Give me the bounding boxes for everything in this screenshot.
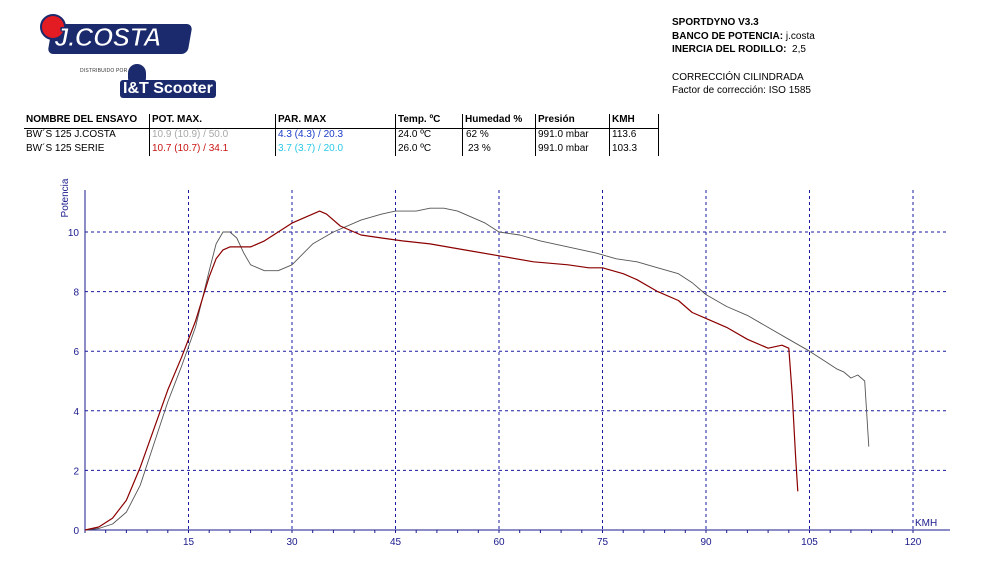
- table-header-row: NOMBRE DEL ENSAYO POT. MAX. PAR. MAX Tem…: [24, 114, 659, 129]
- x-tick-label: 45: [390, 537, 402, 548]
- table-row: BW´S 125 J.COSTA 10.9 (10.9) / 50.0 4.3 …: [24, 129, 659, 143]
- row-pres: 991.0 mbar: [538, 129, 589, 140]
- row-kmh: 113.6: [612, 129, 637, 140]
- table-divider: [395, 114, 396, 156]
- chart-series: [84, 207, 870, 531]
- y-tick-label: 2: [73, 466, 79, 477]
- logo-emblem-icon: [40, 14, 66, 40]
- row-par: 4.3 (4.3) / 20.3: [278, 129, 344, 140]
- col-header-kmh: KMH: [612, 114, 635, 125]
- y-tick-label: 10: [68, 228, 80, 239]
- x-tick-label: 75: [597, 537, 609, 548]
- col-header-pres: Presión: [538, 114, 575, 125]
- x-tick-label: 60: [493, 537, 505, 548]
- row-temp: 26.0 ºC: [398, 143, 432, 154]
- col-header-pot: POT. MAX.: [152, 114, 203, 125]
- series-line-1: [84, 207, 870, 531]
- row-temp: 24.0 ºC: [398, 129, 432, 140]
- col-header-name: NOMBRE DEL ENSAYO: [26, 114, 138, 125]
- correction-title: CORRECCIÓN CILINDRADA: [672, 71, 804, 83]
- x-axis-label: KMH: [915, 518, 937, 529]
- y-tick-label: 6: [73, 347, 79, 358]
- scooter-rider-icon: [128, 64, 146, 82]
- row-par: 3.7 (3.7) / 20.0: [278, 143, 344, 154]
- correction-factor: Factor de corrección: ISO 1585: [672, 85, 811, 96]
- x-tick-label: 15: [183, 537, 195, 548]
- table-divider: [275, 114, 276, 156]
- row-pot: 10.9 (10.9) / 50.0: [152, 129, 229, 140]
- table-divider: [535, 114, 536, 156]
- distributor-label: DISTRIBUIDO POR: [80, 68, 128, 74]
- dyno-info: SPORTDYNO V3.3 BANCO DE POTENCIA: j.cost…: [672, 16, 815, 98]
- y-tick-label: 8: [73, 288, 79, 299]
- y-tick-label: 4: [73, 407, 79, 418]
- brand-name: J.COSTA: [53, 22, 162, 53]
- table-divider: [609, 114, 610, 156]
- y-axis-label: Potencia: [60, 178, 71, 217]
- col-header-par: PAR. MAX: [278, 114, 327, 125]
- col-header-hum: Humedad %: [465, 114, 523, 125]
- row-name: BW´S 125 SERIE: [26, 143, 105, 154]
- inertia-label: INERCIA DEL RODILLO:: [672, 44, 787, 55]
- x-tick-label: 30: [286, 537, 298, 548]
- row-name: BW´S 125 J.COSTA: [26, 129, 116, 140]
- bench-label: BANCO DE POTENCIA:: [672, 30, 784, 42]
- y-tick-label: 0: [73, 526, 79, 537]
- row-pot: 10.7 (10.7) / 34.1: [152, 143, 229, 154]
- row-kmh: 103.3: [612, 143, 638, 154]
- table-divider: [658, 114, 659, 156]
- distributor-logo: I&T Scooter: [120, 80, 216, 98]
- results-table: NOMBRE DEL ENSAYO POT. MAX. PAR. MAX Tem…: [24, 114, 659, 157]
- x-tick-label: 90: [700, 537, 712, 548]
- row-pres: 991.0 mbar: [538, 143, 589, 154]
- series-line-2: [84, 210, 799, 531]
- table-divider: [462, 114, 463, 156]
- row-hum: 62 %: [466, 129, 489, 140]
- table-row: BW´S 125 SERIE 10.7 (10.7) / 34.1 3.7 (3…: [24, 143, 659, 157]
- chart-grid: [85, 190, 948, 530]
- col-header-temp: Temp. ºC: [398, 114, 441, 125]
- chart-axes: 15 30 45 60 75 90 105 120 0 2 4 6 8 10: [68, 190, 950, 548]
- x-tick-label: 105: [801, 537, 818, 548]
- row-hum: 23 %: [468, 143, 491, 154]
- bench-value: j.costa: [785, 30, 815, 42]
- table-divider: [149, 114, 150, 156]
- x-tick-label: 120: [905, 537, 922, 548]
- software-name: SPORTDYNO V3.3: [672, 17, 759, 28]
- inertia-value: 2,5: [792, 44, 806, 55]
